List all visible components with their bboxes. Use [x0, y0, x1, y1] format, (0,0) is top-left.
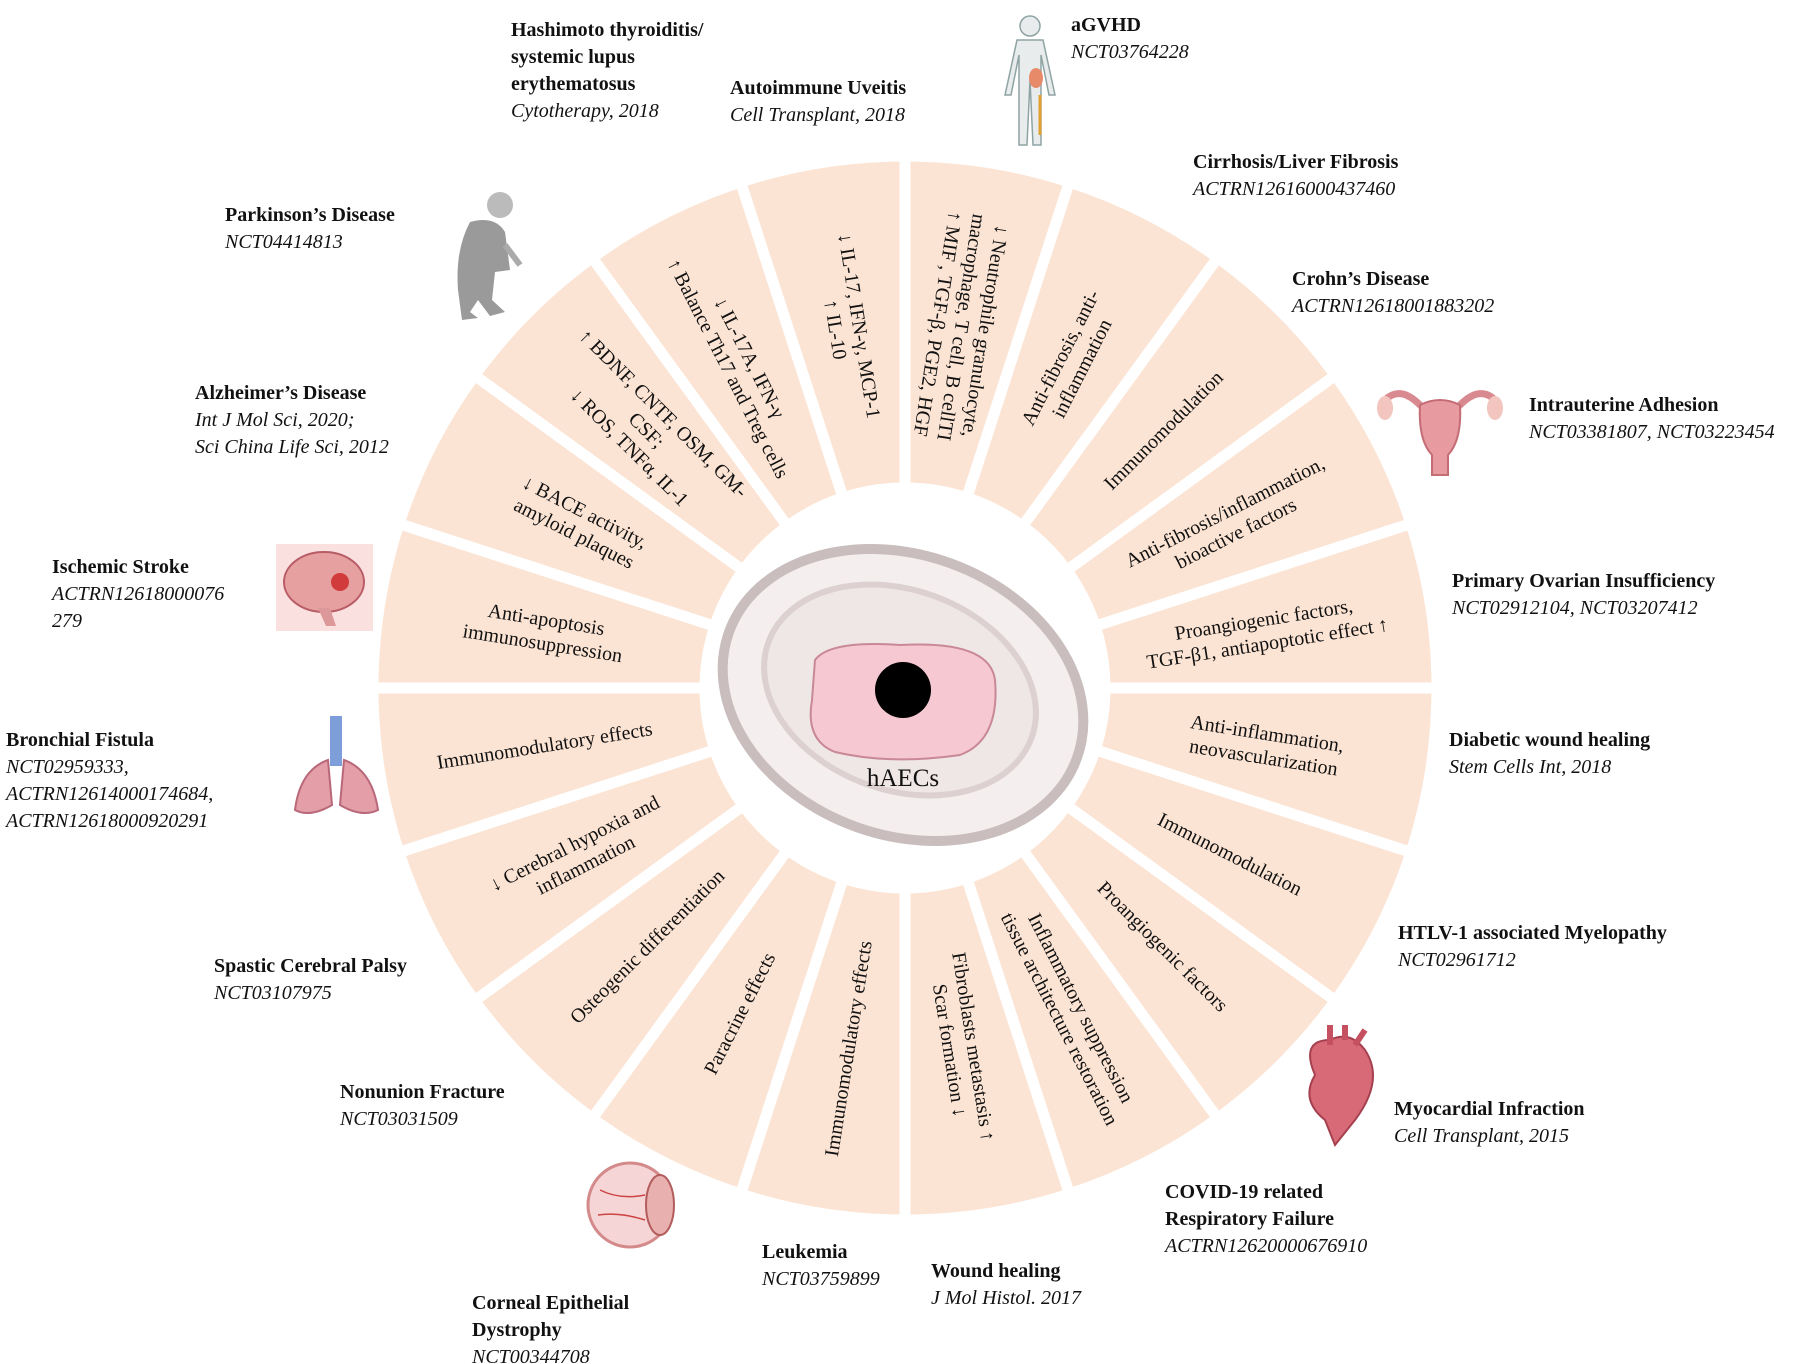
disease-reference: Cytotherapy, 2018	[511, 100, 659, 122]
disease-label: Spastic Cerebral Palsy NCT03107975	[214, 953, 407, 1007]
disease-title: Alzheimer’s Disease	[195, 382, 367, 404]
disease-label: Leukemia NCT03759899	[762, 1239, 880, 1293]
center-label: hAECs	[867, 765, 939, 792]
disease-label: Ischemic Stroke ACTRN12618000076 279	[52, 554, 224, 635]
cell-nucleus	[875, 662, 931, 718]
disease-reference: ACTRN12616000437460	[1193, 178, 1396, 200]
disease-reference: NCT03764228	[1071, 41, 1189, 63]
disease-title: Primary Ovarian Insufficiency	[1452, 570, 1716, 592]
disease-title: Myocardial Infraction	[1394, 1098, 1585, 1120]
disease-label: Parkinson’s Disease NCT04414813	[225, 202, 395, 256]
disease-title: Spastic Cerebral Palsy	[214, 955, 407, 977]
disease-label: Wound healing J Mol Histol. 2017	[931, 1258, 1081, 1312]
disease-label: Alzheimer’s Disease Int J Mol Sci, 2020; S…	[195, 380, 389, 461]
disease-reference: NCT03759899	[762, 1268, 880, 1290]
disease-reference: NCT03031509	[340, 1108, 458, 1130]
disease-reference: Cell Transplant, 2015	[1394, 1125, 1570, 1147]
disease-label: Corneal Epithelial Dystrophy NCT00344708	[472, 1290, 629, 1364]
disease-reference: ACTRN12618000076	[52, 583, 225, 605]
disease-reference: NCT03107975	[214, 982, 332, 1004]
disease-reference: ACTRN12618000920291	[6, 810, 209, 832]
disease-title: systemic lupus	[511, 46, 635, 68]
disease-title: Bronchial Fistula	[6, 729, 154, 751]
disease-reference: Stem Cells Int, 2018	[1449, 756, 1612, 778]
disease-label: Crohn’s Disease ACTRN12618001883202	[1292, 266, 1494, 320]
disease-title: Parkinson’s Disease	[225, 204, 395, 226]
disease-label: Autoimmune Uveitis Cell Transplant, 2018	[730, 75, 906, 129]
disease-label: Intrauterine Adhesion NCT03381807, NCT032…	[1529, 392, 1775, 446]
disease-title: Crohn’s Disease	[1292, 268, 1430, 290]
disease-reference: NCT02959333,	[6, 756, 129, 778]
disease-reference: Cell Transplant, 2018	[730, 104, 906, 126]
disease-reference: NCT03381807, NCT03223454	[1529, 421, 1775, 443]
disease-title: Cirrhosis/Liver Fibrosis	[1193, 151, 1399, 173]
disease-title: Corneal Epithelial	[472, 1292, 630, 1314]
disease-label: aGVHD NCT03764228	[1071, 12, 1189, 66]
disease-title: COVID-19 related	[1165, 1181, 1323, 1203]
disease-label: Cirrhosis/Liver Fibrosis ACTRN12616000437…	[1193, 149, 1398, 203]
disease-title: Hashimoto thyroiditis/	[511, 19, 704, 41]
disease-label: Primary Ovarian Insufficiency NCT02912104…	[1452, 568, 1715, 622]
disease-reference: NCT04414813	[225, 231, 343, 253]
eye-icon	[586, 1161, 675, 1249]
embryo-illustration: hAECs	[717, 544, 1089, 846]
disease-reference: NCT00344708	[472, 1346, 590, 1364]
disease-reference: ACTRN12614000174684,	[6, 783, 214, 805]
brain-icon	[276, 544, 373, 631]
disease-reference: J Mol Histol. 2017	[931, 1287, 1081, 1309]
disease-reference: Int J Mol Sci, 2020;	[195, 409, 355, 431]
uterus-icon	[1377, 390, 1503, 476]
disease-reference: NCT02961712	[1398, 949, 1516, 971]
disease-label: Diabetic wound healing Stem Cells Int, 20…	[1449, 727, 1650, 781]
disease-label: COVID-19 related Respiratory Failure ACTRN…	[1165, 1179, 1367, 1260]
disease-label: HTLV-1 associated Myelopathy NCT02961712	[1398, 920, 1667, 974]
human-body-icon	[1004, 15, 1056, 146]
disease-title: Wound healing	[931, 1260, 1061, 1282]
disease-reference: ACTRN12620000676910	[1165, 1235, 1368, 1257]
disease-title: Diabetic wound healing	[1449, 729, 1651, 751]
lungs-icon	[293, 716, 380, 815]
disease-label: Nonunion Fracture NCT03031509	[340, 1079, 505, 1133]
disease-title: erythematosus	[511, 73, 636, 95]
disease-title: HTLV-1 associated Myelopathy	[1398, 922, 1667, 944]
disease-reference: 279	[52, 610, 82, 632]
disease-label: Bronchial Fistula NCT02959333, ACTRN126140…	[6, 727, 213, 835]
disease-title: Nonunion Fracture	[340, 1081, 505, 1103]
elderly-person-icon	[457, 192, 523, 320]
disease-title: Leukemia	[762, 1241, 848, 1263]
disease-reference: NCT02912104, NCT03207412	[1452, 597, 1698, 619]
disease-label: Myocardial Infraction Cell Transplant, 20…	[1394, 1096, 1585, 1150]
disease-reference: Sci China Life Sci, 2012	[195, 436, 389, 458]
disease-title: Intrauterine Adhesion	[1529, 394, 1719, 416]
disease-title: Respiratory Failure	[1165, 1208, 1335, 1230]
disease-title: Ischemic Stroke	[52, 556, 189, 578]
heart-icon	[1308, 1025, 1374, 1147]
disease-title: Autoimmune Uveitis	[730, 77, 907, 99]
disease-title: aGVHD	[1071, 14, 1141, 36]
wedge	[733, 150, 911, 505]
disease-reference: ACTRN12618001883202	[1292, 295, 1495, 317]
disease-title: Dystrophy	[472, 1319, 562, 1341]
disease-label: Hashimoto thyroiditis/systemic lupus eryt…	[511, 17, 703, 125]
